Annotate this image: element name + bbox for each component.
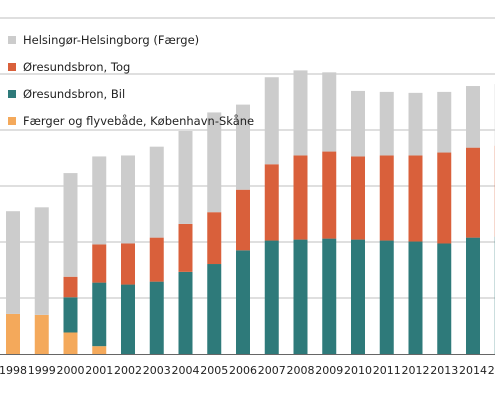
bar-segment [63, 332, 78, 354]
bar-segment [379, 91, 394, 156]
bar-segment [466, 147, 480, 238]
bar-segment [236, 189, 250, 251]
x-tick-label: 2003 [143, 364, 171, 377]
bar-segment [408, 155, 423, 242]
bar-segment [322, 72, 337, 152]
bar-segment [408, 92, 423, 156]
x-tick-label: 2001 [85, 364, 113, 377]
bar-segment [6, 313, 20, 354]
bar-segment [293, 155, 308, 240]
legend-label: Færger og flyvebåde, København-Skåne [23, 113, 255, 128]
x-tick-label: 2000 [57, 364, 85, 377]
x-tick-labels: 1998 1999 2000 2001 2002 2003 2004 2005 2006 2007… [0, 364, 495, 377]
bar-segment [236, 250, 250, 354]
legend: Helsingør-Helsingborg (Færge) Øresundsbro… [8, 26, 268, 134]
bar-segment [351, 90, 365, 157]
legend-swatch [8, 89, 16, 98]
bar-segment [466, 237, 480, 354]
x-tick-label: 2008 [287, 364, 315, 377]
legend-item: Færger og flyvebåde, København-Skåne [8, 107, 268, 134]
bar-segment [207, 112, 222, 213]
bar-segment [149, 237, 164, 282]
bar-segment [437, 91, 452, 153]
legend-swatch [8, 62, 16, 71]
bar-segment [121, 243, 135, 285]
x-tick-label: 2015 [488, 364, 495, 377]
legend-label: Helsingør-Helsingborg (Færge) [23, 32, 200, 47]
x-tick-label: 1999 [28, 364, 56, 377]
legend-label: Øresundsbron, Tog [23, 59, 131, 74]
bar-segment [351, 156, 365, 240]
x-tick-label: 2002 [114, 364, 142, 377]
bar-segment [466, 86, 480, 148]
x-tick-label: 1998 [0, 364, 27, 377]
bar-segment [121, 284, 135, 354]
bar-segment [293, 239, 308, 354]
x-tick-label: 2012 [402, 364, 430, 377]
x-tick-label: 2011 [373, 364, 401, 377]
bar-segment [236, 104, 250, 190]
bar-segment [149, 281, 164, 354]
bar-segment [63, 276, 78, 298]
bar-segment [437, 152, 452, 244]
bar-segment [293, 70, 308, 156]
bar-segment [264, 164, 279, 241]
bar-segment [207, 264, 222, 354]
legend-swatch [8, 35, 16, 44]
bar-segment [408, 241, 423, 354]
bar-segment [351, 239, 365, 354]
x-tick-label: 2009 [315, 364, 343, 377]
x-tick-label: 2007 [258, 364, 286, 377]
x-tick-label: 2013 [430, 364, 458, 377]
bar-segment [34, 207, 49, 315]
legend-swatch [8, 116, 16, 125]
bar-segment [63, 173, 78, 277]
bar-segment [149, 146, 164, 238]
bar-segment [92, 156, 107, 245]
bar-segment [264, 77, 279, 165]
bar-segment [121, 155, 135, 244]
x-tick-label: 2006 [229, 364, 257, 377]
bar-segment [264, 240, 279, 354]
x-tick-label: 2004 [172, 364, 200, 377]
x-tick-label: 2005 [200, 364, 228, 377]
bar-segment [178, 223, 193, 272]
bar-segment [178, 271, 193, 354]
bar-segment [63, 297, 78, 333]
bar-segment [379, 240, 394, 354]
bar-segment [178, 131, 193, 224]
bar-segment [322, 238, 337, 354]
bar-segment [437, 243, 452, 354]
bar-segment [207, 212, 222, 265]
legend-item: Øresundsbron, Tog [8, 53, 268, 80]
bar-segment [34, 314, 49, 354]
bars [6, 70, 495, 354]
bar-segment [379, 155, 394, 241]
bar-segment [92, 282, 107, 347]
bar-segment [6, 211, 20, 314]
bar-segment [92, 346, 107, 354]
x-tick-label: 2014 [459, 364, 487, 377]
legend-label: Øresundsbron, Bil [23, 86, 126, 101]
legend-item: Øresundsbron, Bil [8, 80, 268, 107]
legend-item: Helsingør-Helsingborg (Færge) [8, 26, 268, 53]
bar-segment [92, 244, 107, 283]
bar-segment [322, 151, 337, 239]
x-tick-label: 2010 [344, 364, 372, 377]
